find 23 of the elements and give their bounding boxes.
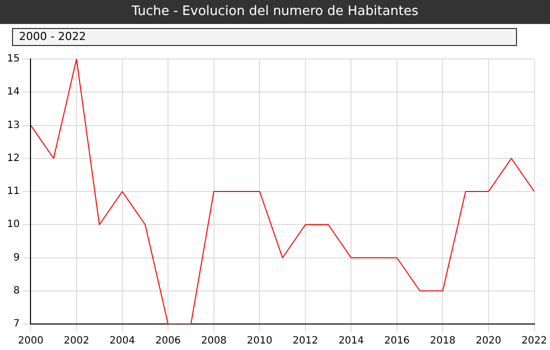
x-tick-label: 2014 [338, 336, 364, 347]
x-tick-label: 2016 [384, 336, 410, 347]
y-tick-label: 13 [6, 120, 20, 131]
y-tick-label: 10 [6, 219, 20, 230]
x-tick-label: 2012 [292, 336, 318, 347]
x-tick-label: 2010 [246, 336, 272, 347]
y-tick-label: 7 [13, 318, 20, 330]
y-tick-label: 9 [13, 252, 20, 264]
y-tick-label: 11 [6, 186, 20, 198]
y-tick-label: 12 [6, 152, 20, 164]
x-tick-label: 2004 [110, 336, 136, 347]
y-tick-label: 14 [6, 86, 20, 98]
text: 2000 - 2022 [12, 28, 517, 46]
x-tick-label: 2008 [201, 336, 227, 347]
x-tick-label: 2018 [430, 336, 456, 347]
x-tick-label: 2006 [155, 336, 181, 347]
y-tick-label: 8 [13, 285, 20, 296]
x-tick-label: 2020 [476, 336, 502, 347]
y-tick-label: 15 [6, 54, 20, 65]
chart-title: Tuche - Evolucion del numero de Habitantes [0, 0, 550, 24]
x-tick-label: 2000 [18, 336, 44, 347]
x-tick-label: 2002 [64, 336, 90, 347]
x-tick-label: 2022 [522, 336, 547, 347]
